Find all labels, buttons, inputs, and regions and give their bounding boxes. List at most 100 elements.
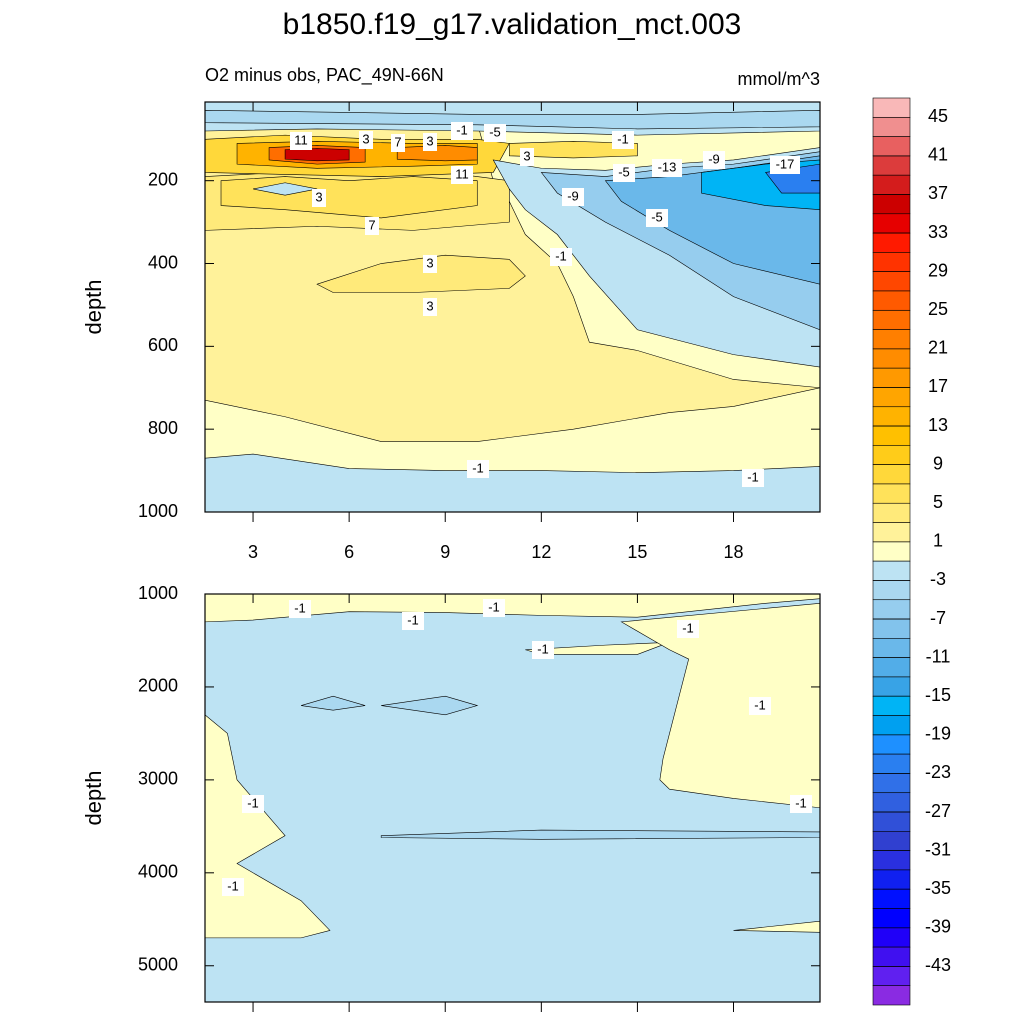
contour-label-box	[562, 188, 584, 206]
contour-region	[205, 453, 820, 512]
colorbar-label: -43	[925, 955, 951, 975]
colorbar-label: 1	[933, 531, 943, 551]
colorbar-box	[872, 329, 911, 350]
colorbar-box	[872, 116, 911, 137]
contour-label: -17	[776, 156, 795, 171]
contour-label-box	[770, 156, 800, 174]
colorbar-box	[872, 445, 911, 465]
colorbar-label: -31	[925, 839, 951, 859]
contour-label-box	[242, 795, 264, 813]
contour-label-box	[703, 151, 725, 169]
colorbar-box	[872, 271, 911, 292]
contour-label: 3	[315, 189, 322, 204]
contour-label-box	[550, 248, 572, 266]
subtitle-right: mmol/m^3	[738, 69, 820, 89]
colorbar-box	[872, 753, 911, 774]
colorbar-label: -23	[925, 762, 951, 782]
x-tick-label: 9	[440, 542, 450, 562]
contour-region	[381, 695, 479, 716]
colorbar-box	[872, 869, 911, 890]
contour-label: -1	[555, 248, 567, 263]
contour-label: -1	[754, 697, 766, 712]
colorbar-label: 37	[928, 183, 948, 203]
contour-label-box	[451, 122, 473, 140]
colorbar-box	[872, 638, 911, 658]
colorbar-label: -39	[925, 917, 951, 937]
contour-label-box	[391, 134, 405, 152]
contour-label-box	[742, 469, 764, 487]
contour-label-box	[467, 460, 489, 478]
colorbar-box	[872, 136, 911, 157]
x-tick-label: 12	[531, 542, 551, 562]
colorbar-box	[872, 387, 911, 408]
contour-label: -1	[617, 131, 629, 146]
colorbar-box	[872, 213, 911, 234]
y-tick-label: 800	[148, 418, 178, 438]
contour-label: -5	[618, 164, 630, 179]
contour-label-box	[423, 133, 437, 151]
colorbar-box	[872, 464, 911, 485]
contour-label-box	[359, 131, 373, 149]
contour-region	[620, 602, 820, 809]
colorbar-box	[872, 580, 911, 601]
contour-label-box	[483, 599, 505, 617]
colorbar-box	[872, 252, 911, 272]
colorbar-label: 33	[928, 222, 948, 242]
contour-label-box	[222, 878, 244, 896]
y-tick-label: 400	[148, 252, 178, 272]
contour-label: -5	[489, 124, 501, 139]
colorbar-box	[872, 560, 911, 581]
contour-label: 11	[455, 166, 469, 181]
contour-label: -1	[472, 460, 484, 475]
colorbar-box	[872, 290, 911, 311]
colorbar-label: -35	[925, 878, 951, 898]
chart-title: b1850.f19_g17.validation_mct.003	[283, 8, 742, 41]
contour-label: 3	[523, 148, 530, 163]
y-tick-label: 2000	[138, 676, 178, 696]
plot-area	[205, 102, 820, 512]
colorbar-box	[872, 618, 911, 639]
colorbar-box	[872, 483, 911, 504]
contour-region	[380, 829, 820, 840]
contour-label: 7	[368, 217, 375, 232]
colorbar-box	[872, 888, 911, 909]
contour-label-box	[532, 641, 554, 659]
colorbar-box	[872, 657, 911, 678]
contour-label-box	[484, 124, 506, 142]
contour-label: -1	[247, 795, 259, 810]
contour-label-box	[612, 131, 634, 149]
contour-label-box	[613, 164, 635, 182]
colorbar-box	[872, 309, 911, 330]
contour-label: -1	[747, 469, 759, 484]
y-tick-label: 5000	[138, 955, 178, 975]
plot-frame	[204, 593, 821, 1003]
colorbar-box	[872, 695, 911, 716]
contour-label: -1	[407, 612, 419, 627]
plot-area	[205, 594, 820, 1002]
contour-region	[205, 594, 820, 623]
colorbar-box	[872, 541, 911, 562]
contour-label: 3	[362, 131, 369, 146]
colorbar-label: 21	[928, 338, 948, 358]
colorbar-box	[872, 194, 911, 215]
contour-region	[205, 594, 820, 1002]
contour-region	[316, 254, 526, 293]
contour-label-box	[790, 795, 812, 813]
colorbar-box	[872, 927, 911, 948]
contour-label-box	[290, 132, 312, 150]
contour-label: 11	[294, 132, 308, 147]
colorbar-label: -7	[930, 608, 946, 628]
contour-label: -13	[658, 159, 677, 174]
contour-region	[396, 145, 478, 162]
contour-label: -1	[488, 599, 500, 614]
colorbar-box	[872, 232, 911, 253]
contour-region	[733, 920, 820, 933]
colorbar-box	[872, 174, 911, 195]
x-tick-label: 3	[248, 542, 258, 562]
colorbar-box	[872, 425, 911, 446]
colorbar-box	[872, 966, 911, 987]
contour-label-box	[402, 612, 424, 630]
colorbar-label: 9	[933, 453, 943, 473]
contour-label: 3	[426, 298, 433, 313]
